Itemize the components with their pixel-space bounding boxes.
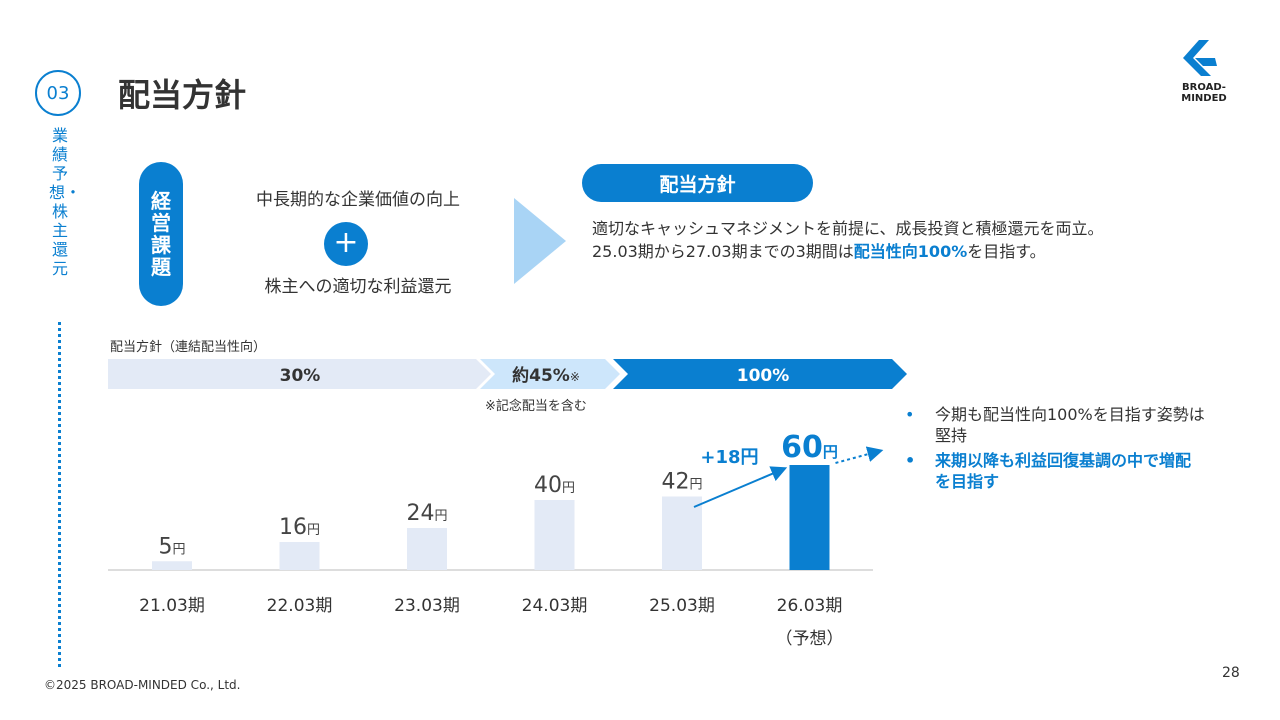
value-label-25.03期: 42円 bbox=[661, 470, 702, 495]
band-text-45-value: 約45% bbox=[512, 365, 570, 386]
category-label-22.03期: 22.03期 bbox=[267, 596, 333, 616]
right-chevron-arrow-icon bbox=[514, 198, 566, 284]
bullet-item-2: • 来期以降も利益回復基調の中で増配を目指す bbox=[905, 450, 1205, 492]
value-number: 40 bbox=[534, 473, 562, 498]
policy-line-1: 適切なキャッシュマネジメントを前提に、成長投資と積極還元を両立。 bbox=[592, 219, 1104, 238]
policy-line-2-pre: 25.03期から27.03期までの3期間は bbox=[592, 242, 854, 261]
bar-25.03期 bbox=[662, 496, 702, 570]
page-title: 配当方針 bbox=[118, 76, 247, 114]
dividend-bar-chart: 5円21.03期16円22.03期24円23.03期40円24.03期42円25… bbox=[108, 430, 884, 649]
value-label-24.03期: 40円 bbox=[534, 473, 575, 498]
value-number: 60 bbox=[781, 430, 823, 465]
value-unit: 円 bbox=[172, 542, 185, 557]
future-dotted-arrow bbox=[835, 446, 884, 464]
band-text-30: 30% bbox=[280, 366, 321, 386]
bar-23.03期 bbox=[407, 528, 447, 570]
bar-22.03期 bbox=[279, 542, 320, 570]
payout-band-label: 配当方針（連結配当性向） bbox=[110, 340, 267, 355]
growth-arrow bbox=[693, 466, 788, 508]
bar-26.03期 bbox=[789, 465, 830, 570]
plus-icon: + bbox=[324, 222, 368, 266]
band-segment-45 bbox=[480, 359, 620, 389]
category-label-23.03期: 23.03期 bbox=[394, 596, 460, 616]
dividend-policy-pill: 配当方針 bbox=[582, 164, 813, 202]
page-number: 28 bbox=[1222, 665, 1240, 681]
section-label-vertical: 業績予想・株主還元 bbox=[49, 126, 82, 278]
band-text-45: 約45%※ bbox=[512, 365, 580, 386]
value-unit: 円 bbox=[307, 523, 320, 538]
policy-line-2: 25.03期から27.03期までの3期間は配当性向100%を目指す。 bbox=[592, 240, 1212, 263]
category-label-25.03期: 25.03期 bbox=[649, 596, 715, 616]
broad-minded-logo-icon bbox=[1183, 40, 1217, 76]
band-segment-100 bbox=[613, 359, 907, 389]
band-footnote: ※記念配当を含む bbox=[485, 399, 587, 414]
issue-shareholder-return: 株主への適切な利益還元 bbox=[264, 277, 452, 297]
copyright: ©2025 BROAD-MINDED Co., Ltd. bbox=[44, 678, 241, 692]
value-label-22.03期: 16円 bbox=[279, 515, 320, 540]
value-number: 16 bbox=[279, 515, 307, 540]
bar-21.03期 bbox=[152, 561, 192, 570]
section-dotted-line bbox=[58, 322, 61, 667]
policy-line-2-post: を目指す。 bbox=[967, 242, 1046, 261]
band-text-45-mark: ※ bbox=[570, 370, 580, 384]
value-label-26.03期: 60円 bbox=[781, 430, 838, 465]
category-label-24.03期: 24.03期 bbox=[522, 596, 588, 616]
band-text-100: 100% bbox=[737, 366, 790, 386]
value-label-23.03期: 24円 bbox=[406, 501, 447, 526]
management-issues-pill: 経営課題 bbox=[139, 162, 183, 306]
logo-text: BROAD-MINDED bbox=[1181, 82, 1227, 104]
value-unit: 円 bbox=[562, 481, 575, 496]
value-number: 42 bbox=[661, 470, 689, 495]
category-label-26.03期: 26.03期 bbox=[777, 596, 843, 616]
value-unit: 円 bbox=[823, 443, 838, 461]
bullet-text-2: 来期以降も利益回復基調の中で増配を目指す bbox=[935, 451, 1192, 491]
growth-annotation: +18円 bbox=[700, 447, 758, 468]
band-segment-30 bbox=[108, 359, 491, 389]
section-number-badge: 03 bbox=[35, 70, 81, 116]
bullet-text-1: 今期も配当性向100%を目指す姿勢は堅持 bbox=[935, 405, 1205, 445]
value-unit: 円 bbox=[689, 478, 702, 493]
issue-corporate-value: 中長期的な企業価値の向上 bbox=[256, 190, 460, 210]
bullet-dot: • bbox=[905, 451, 916, 470]
value-number: 5 bbox=[158, 534, 172, 559]
bullet-list: • 今期も配当性向100%を目指す姿勢は堅持 • 来期以降も利益回復基調の中で増配を… bbox=[905, 404, 1205, 496]
category-sublabel: （予想） bbox=[776, 629, 844, 649]
bar-24.03期 bbox=[534, 500, 575, 570]
bullet-item-1: • 今期も配当性向100%を目指す姿勢は堅持 bbox=[905, 404, 1205, 446]
category-label-21.03期: 21.03期 bbox=[139, 596, 205, 616]
dividend-policy-description: 適切なキャッシュマネジメントを前提に、成長投資と積極還元を両立。 25.03期か… bbox=[592, 217, 1212, 263]
payout-ratio-band: 30% 約45%※ 100% bbox=[108, 359, 907, 389]
value-number: 24 bbox=[406, 501, 434, 526]
value-label-21.03期: 5円 bbox=[158, 534, 185, 559]
policy-line-2-highlight: 配当性向100% bbox=[853, 242, 968, 261]
value-unit: 円 bbox=[434, 509, 447, 524]
bullet-dot: • bbox=[905, 405, 915, 424]
